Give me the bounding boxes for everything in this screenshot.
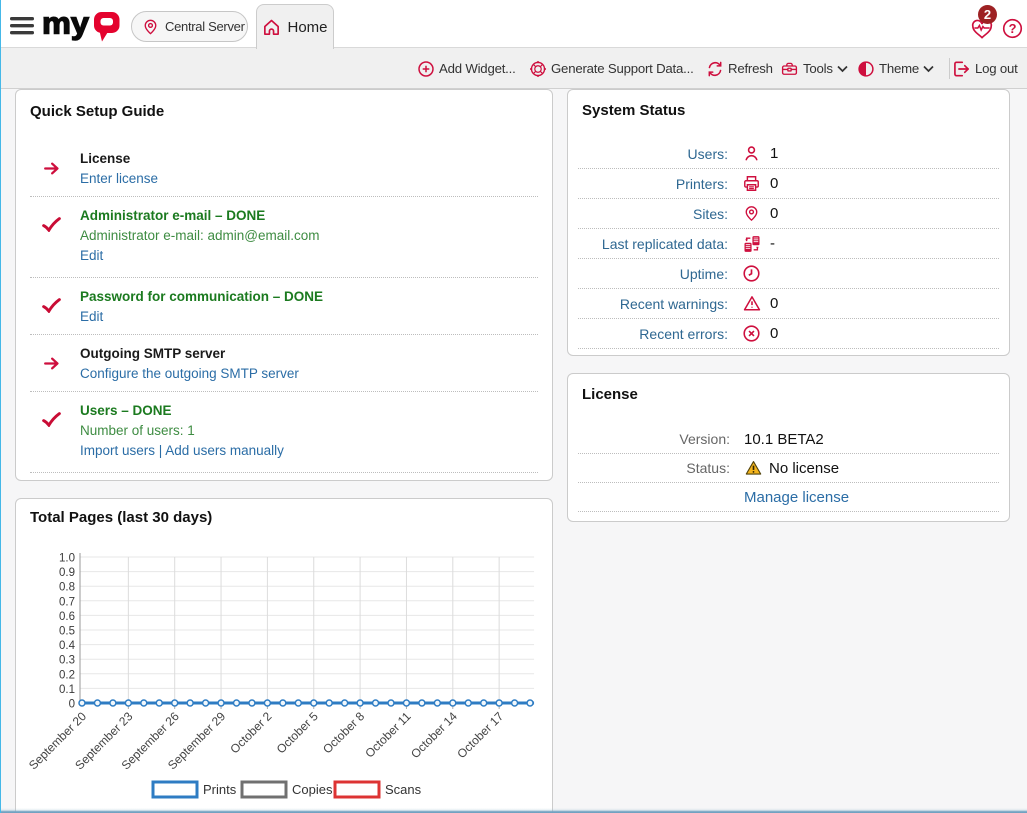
svg-text:Prints: Prints <box>203 782 237 797</box>
svg-text:Copies: Copies <box>292 782 333 797</box>
svg-text:October 2: October 2 <box>227 709 274 756</box>
svg-text:my: my <box>42 8 90 41</box>
svg-text:October 14: October 14 <box>408 709 460 761</box>
svg-text:0.1: 0.1 <box>59 684 75 696</box>
svg-text:0.6: 0.6 <box>59 611 75 623</box>
svg-text:0.9: 0.9 <box>59 567 75 579</box>
svg-text:0.4: 0.4 <box>59 640 76 652</box>
svg-text:October 5: October 5 <box>274 709 321 756</box>
svg-text:0.8: 0.8 <box>59 582 75 594</box>
svg-text:Scans: Scans <box>385 782 422 797</box>
svg-text:October 17: October 17 <box>454 709 506 761</box>
svg-text:October 11: October 11 <box>362 709 413 760</box>
svg-text:0: 0 <box>69 699 75 711</box>
svg-text:0.7: 0.7 <box>59 596 75 608</box>
svg-text:October 8: October 8 <box>320 709 367 756</box>
svg-text:0.2: 0.2 <box>59 669 75 681</box>
svg-text:0.3: 0.3 <box>59 655 75 667</box>
svg-text:?: ? <box>1009 21 1017 36</box>
svg-text:0.5: 0.5 <box>59 626 75 638</box>
svg-text:1.0: 1.0 <box>59 553 75 565</box>
